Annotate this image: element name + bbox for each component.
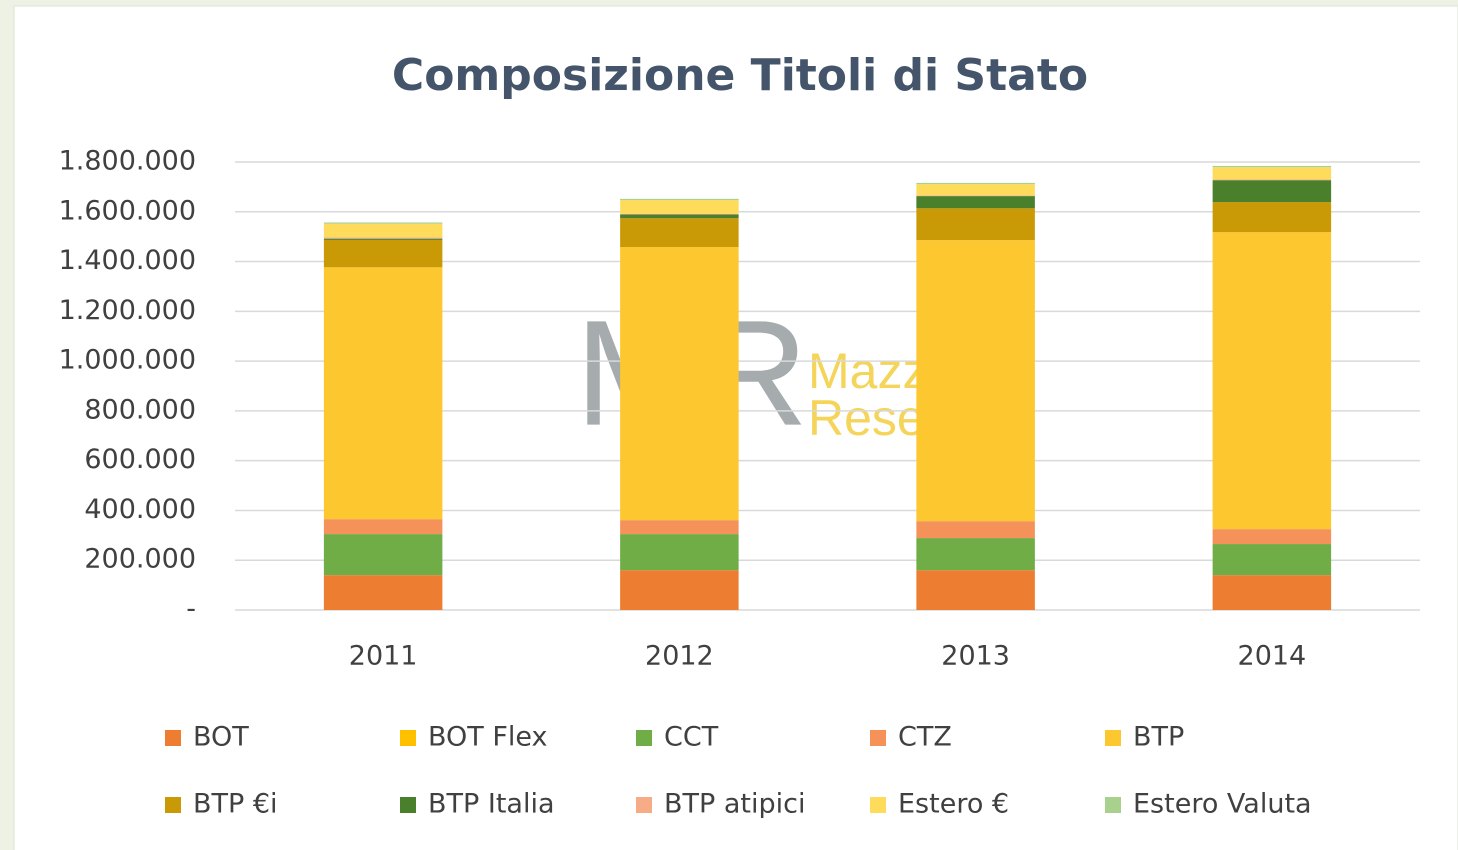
legend-swatch xyxy=(165,797,181,813)
bar-segment xyxy=(1212,202,1332,233)
bar-segment xyxy=(620,520,739,535)
bar-segment xyxy=(323,519,443,535)
bar-segment xyxy=(1212,179,1332,181)
legend-label: BTP atipici xyxy=(664,789,806,820)
bar-segment xyxy=(620,534,739,571)
y-tick-label: 400.000 xyxy=(84,494,196,525)
bar-segment xyxy=(620,200,739,214)
bar-segment xyxy=(916,570,1035,610)
legend-label: BTP €i xyxy=(193,789,278,820)
legend-label: Estero € xyxy=(898,789,1009,820)
legend-swatch xyxy=(165,730,181,746)
legend-swatch xyxy=(400,797,416,813)
legend-swatch xyxy=(870,730,886,746)
bar-segment xyxy=(1212,232,1332,530)
legend-swatch xyxy=(1105,797,1121,813)
bar-segment xyxy=(620,218,739,248)
y-tick-label: 200.000 xyxy=(84,544,196,575)
bar-segment xyxy=(323,223,443,238)
x-tick-label: 2013 xyxy=(941,641,1010,672)
y-tick-label: 1.600.000 xyxy=(59,195,196,226)
bar-segment xyxy=(1212,167,1332,180)
bar-segment xyxy=(620,198,739,201)
legend-label: CTZ xyxy=(898,722,952,753)
bar-segment xyxy=(323,534,443,576)
bar-segment xyxy=(620,214,739,219)
bar-segment xyxy=(323,267,443,520)
bar-segment xyxy=(620,247,739,521)
bar-segment xyxy=(916,182,1035,185)
legend-swatch xyxy=(400,730,416,746)
x-tick-label: 2012 xyxy=(645,641,714,672)
legend-label: BTP xyxy=(1133,722,1184,753)
bar-segment xyxy=(323,237,443,239)
bar-segment xyxy=(1212,575,1332,610)
y-tick-label: 1.000.000 xyxy=(59,345,196,376)
bar-segment xyxy=(620,570,739,610)
y-tick-label: 1.200.000 xyxy=(59,295,196,326)
legend-label: Estero Valuta xyxy=(1133,789,1312,820)
bar-segment xyxy=(323,239,443,268)
legend-swatch xyxy=(1105,730,1121,746)
bar-segment xyxy=(916,208,1035,241)
bar-segment xyxy=(916,538,1035,571)
bar-segment xyxy=(916,195,1035,197)
legend-swatch xyxy=(870,797,886,813)
bar-segment xyxy=(323,222,443,224)
bar-segment xyxy=(916,196,1035,209)
legend-label: BOT xyxy=(193,722,249,753)
legend-label: BTP Italia xyxy=(428,789,555,820)
y-tick-label: 1.800.000 xyxy=(59,146,196,177)
bar-segment xyxy=(916,521,1035,539)
bar-segment xyxy=(916,240,1035,522)
y-tick-label: 800.000 xyxy=(84,394,196,425)
legend-swatch xyxy=(636,797,652,813)
bar-segment xyxy=(323,238,443,240)
bar-segment xyxy=(620,213,739,215)
bar-segment xyxy=(1212,180,1332,203)
x-tick-label: 2014 xyxy=(1238,641,1307,672)
x-tick-label: 2011 xyxy=(349,641,418,672)
y-tick-label: 600.000 xyxy=(84,444,196,475)
y-tick-label: 1.400.000 xyxy=(59,245,196,276)
y-tick-label: - xyxy=(186,594,196,625)
chart-title: Composizione Titoli di Stato xyxy=(392,50,1088,101)
legend-label: BOT Flex xyxy=(428,722,548,753)
bar-segment xyxy=(1212,529,1332,545)
legend-label: CCT xyxy=(664,722,719,753)
bar-segment xyxy=(1212,165,1332,168)
legend-swatch xyxy=(636,730,652,746)
bar-segment xyxy=(916,184,1035,196)
bar-segment xyxy=(323,575,443,610)
bar-segment xyxy=(1212,544,1332,576)
